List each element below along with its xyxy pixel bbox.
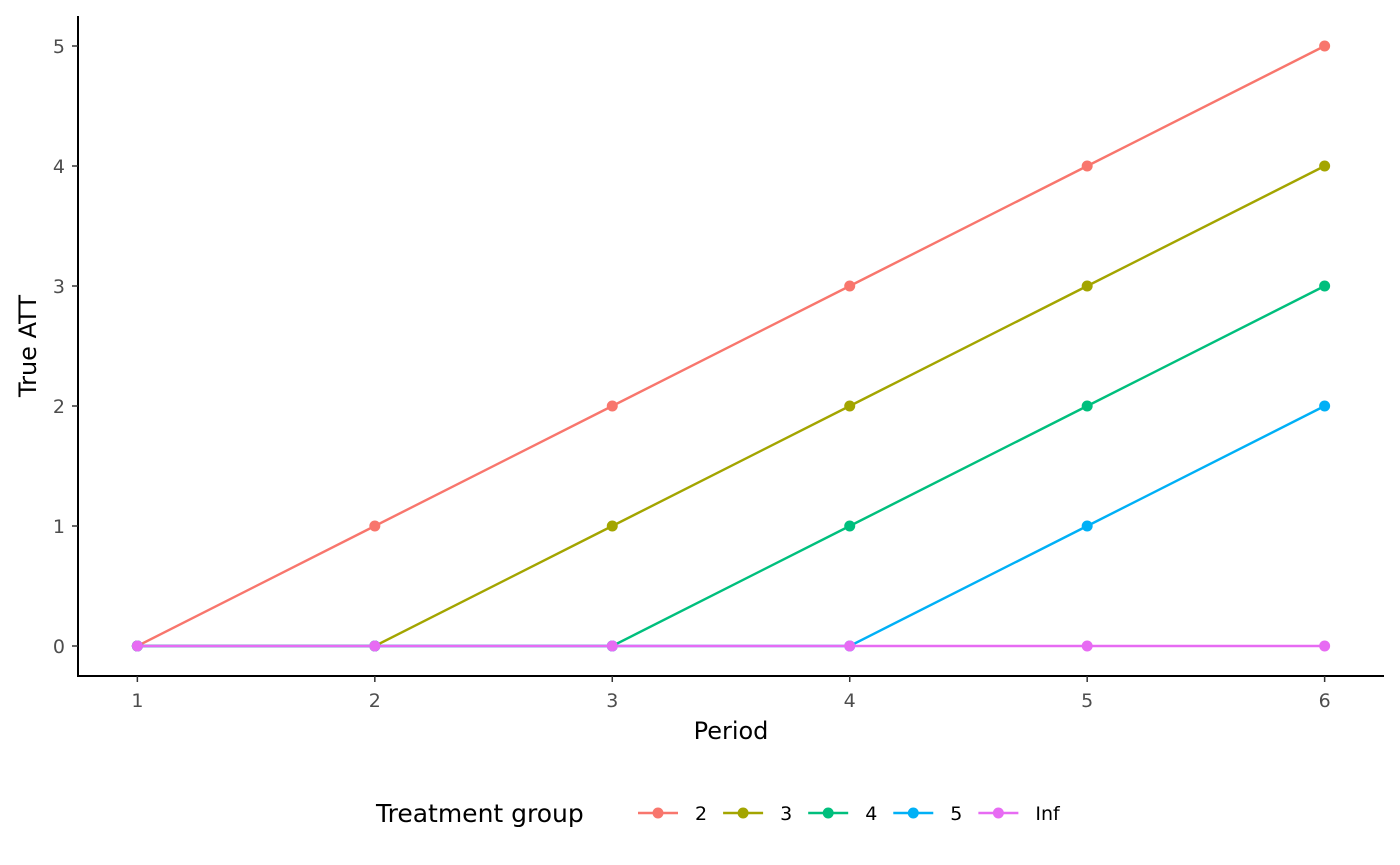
x-axis-title: Period — [694, 717, 769, 745]
data-point — [1319, 160, 1331, 172]
x-tick-label: 5 — [1081, 690, 1093, 712]
y-tick-label: 1 — [53, 516, 65, 538]
data-point — [131, 640, 143, 652]
x-tick-label: 3 — [606, 690, 618, 712]
y-axis-title: True ATT — [14, 295, 42, 398]
series-line — [136, 44, 1326, 648]
y-tick-label: 0 — [53, 636, 65, 658]
data-point — [1081, 400, 1093, 412]
data-point — [369, 520, 381, 532]
series-2 — [131, 40, 1331, 652]
legend-items: 2 3 4 5 Inf — [638, 803, 1061, 825]
legend: Treatment group 2 3 4 5 Inf — [375, 799, 1061, 828]
data-point — [1081, 160, 1093, 172]
legend-key-point — [822, 807, 834, 819]
legend-label: 2 — [695, 803, 707, 825]
data-point — [606, 640, 618, 652]
data-point — [1081, 280, 1093, 292]
data-point — [606, 400, 618, 412]
data-point — [1081, 520, 1093, 532]
data-point — [844, 520, 856, 532]
legend-key-point — [907, 807, 919, 819]
data-point — [844, 640, 856, 652]
data-point — [369, 640, 381, 652]
legend-label: 4 — [865, 803, 877, 825]
legend-label: Inf — [1035, 803, 1061, 825]
y-tick-label: 2 — [53, 396, 65, 418]
x-tick-label: 2 — [369, 690, 381, 712]
x-tick-label: 4 — [844, 690, 856, 712]
data-point — [1319, 400, 1331, 412]
series-3 — [131, 160, 1331, 652]
y-ticks: 0 1 2 3 4 5 — [53, 36, 78, 658]
x-tick-label: 6 — [1319, 690, 1331, 712]
data-point — [1081, 640, 1093, 652]
legend-title: Treatment group — [375, 799, 584, 828]
data-point — [1319, 40, 1331, 52]
series-Inf — [131, 640, 1331, 652]
legend-item: Inf — [978, 803, 1061, 825]
legend-label: 5 — [950, 803, 962, 825]
series-layer — [131, 40, 1331, 652]
series-5 — [131, 400, 1331, 652]
series-line — [137, 404, 1326, 648]
data-point — [1319, 280, 1331, 292]
series-line — [137, 164, 1326, 648]
data-point — [1319, 640, 1331, 652]
y-tick-label: 5 — [53, 36, 65, 58]
legend-key-point — [652, 807, 664, 819]
legend-item: 5 — [893, 803, 962, 825]
legend-key-point — [992, 807, 1004, 819]
legend-label: 3 — [780, 803, 792, 825]
data-point — [844, 400, 856, 412]
y-tick-label: 4 — [53, 156, 65, 178]
x-tick-label: 1 — [131, 690, 143, 712]
x-ticks: 1 2 3 4 5 6 — [131, 676, 1331, 712]
legend-item: 4 — [808, 803, 877, 825]
legend-key-point — [737, 807, 749, 819]
legend-item: 2 — [638, 803, 707, 825]
y-tick-label: 3 — [53, 276, 65, 298]
axes — [77, 16, 1384, 677]
data-point — [844, 280, 856, 292]
data-point — [606, 520, 618, 532]
legend-item: 3 — [723, 803, 792, 825]
